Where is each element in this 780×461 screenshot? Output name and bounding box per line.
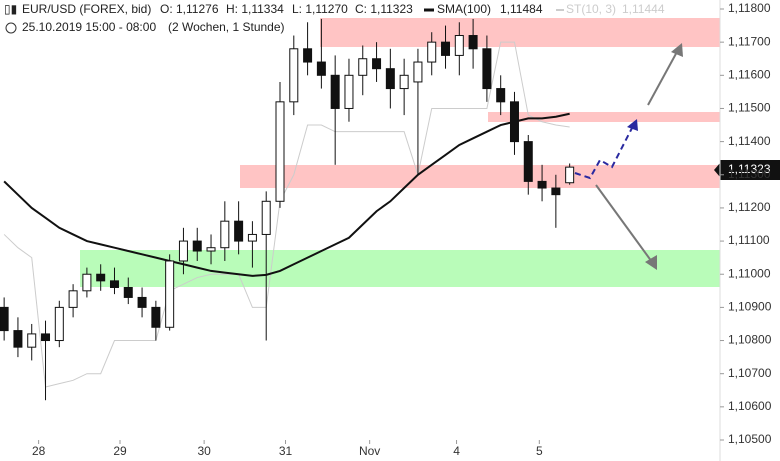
- forecast-arrows: [574, 43, 683, 270]
- resistance-zone: [240, 165, 720, 188]
- candle-body: [482, 48, 492, 90]
- candle-body: [206, 247, 216, 252]
- sma-legend: SMA(100): [437, 2, 491, 16]
- period: 25.10.2019 15:00 - 08:00: [22, 20, 156, 34]
- header: ▯▮ EUR/USD (FOREX, bid) O: 1,11276 H: 1,…: [4, 2, 665, 34]
- close-label: C: 1,11323: [355, 2, 413, 16]
- candle-body: [13, 330, 23, 348]
- y-tick-label: 1,11100: [728, 233, 770, 247]
- y-tick-label: 1,11000: [728, 266, 771, 280]
- y-tick-label: 1,11800: [728, 1, 771, 15]
- y-tick-label: 1,10700: [728, 366, 772, 380]
- candle-body: [165, 260, 175, 328]
- candle-body: [565, 166, 575, 184]
- x-tick-label: Nov: [359, 444, 380, 458]
- y-tick-label: 1,11600: [728, 67, 771, 81]
- y-tick-label: 1,11500: [728, 101, 771, 115]
- candle-body: [192, 240, 202, 252]
- arrow-dashed: [574, 127, 633, 180]
- y-tick-label: 1,10800: [728, 333, 772, 347]
- candle-body: [316, 61, 326, 76]
- candle-body: [123, 286, 133, 298]
- candle-body: [234, 220, 244, 242]
- candle-body: [151, 306, 161, 328]
- candle-body: [178, 240, 188, 262]
- high-label: H: 1,11334: [226, 2, 284, 16]
- candle-body: [523, 141, 533, 182]
- candle-body: [551, 187, 561, 196]
- candle-body: [275, 101, 285, 202]
- x-tick-label: 28: [32, 444, 46, 458]
- candle-body: [109, 280, 119, 288]
- candle-body: [537, 180, 547, 189]
- support-zone: [80, 250, 720, 287]
- candle-body: [468, 35, 478, 50]
- y-tick-label: 1,10900: [728, 300, 772, 314]
- resistance-zone: [320, 18, 720, 47]
- x-tick-label: 4: [453, 444, 460, 458]
- indicator-line: [3, 41, 570, 388]
- candle-body: [427, 41, 437, 63]
- arrow-down: [595, 184, 653, 263]
- candle-body: [441, 41, 451, 56]
- low-label: L: 1,11270: [292, 2, 348, 16]
- candle-body: [496, 88, 506, 103]
- resistance-zone: [488, 112, 720, 122]
- candle-body: [358, 58, 368, 76]
- candle-body: [96, 273, 106, 282]
- candle-body: [137, 296, 147, 308]
- arrow-up: [647, 49, 679, 106]
- arrow-head: [645, 255, 657, 270]
- y-tick-label: 1,11700: [728, 34, 771, 48]
- candle-body: [261, 200, 271, 235]
- chart-icon: ▯▮: [4, 2, 17, 16]
- clock-icon: [5, 22, 17, 34]
- y-tick-label: 1,11400: [728, 134, 771, 148]
- arrow-head: [627, 119, 638, 131]
- y-tick-label: 1,11200: [728, 200, 771, 214]
- candle-body: [413, 61, 423, 83]
- x-tick-label: 29: [113, 444, 127, 458]
- candle-body: [82, 273, 92, 292]
- sma-value: 1,11484: [500, 2, 543, 16]
- symbol: EUR/USD (FOREX, bid): [22, 2, 151, 16]
- candle-body: [41, 333, 51, 342]
- badge-pointer: [714, 163, 720, 177]
- candle-body: [220, 220, 230, 249]
- candle-body: [289, 48, 299, 103]
- candle-body: [454, 35, 464, 56]
- candle-body: [399, 74, 409, 90]
- indicator-line: [3, 112, 570, 277]
- open-label: O: 1,11276: [160, 2, 219, 16]
- arrow-head: [671, 43, 683, 57]
- candle-body: [509, 101, 519, 143]
- candle-body: [0, 306, 9, 332]
- x-tick-label: 5: [536, 444, 543, 458]
- y-tick-label: 1,11300: [728, 167, 771, 181]
- range: (2 Wochen, 1 Stunde): [168, 20, 285, 34]
- st-legend: ST(10, 3): [566, 2, 616, 16]
- candle-body: [303, 48, 313, 63]
- x-tick-label: 30: [197, 444, 211, 458]
- st-value: 1,11444: [622, 2, 665, 16]
- x-tick-label: 31: [279, 444, 293, 458]
- last-price-label: 1,11323: [728, 162, 771, 176]
- y-tick-label: 1,10600: [728, 399, 772, 413]
- candle-body: [330, 74, 340, 109]
- candle-body: [385, 68, 395, 90]
- candle-body: [68, 290, 78, 308]
- last-price-badge: [720, 160, 780, 180]
- candle-body: [247, 233, 257, 242]
- candle-body: [372, 58, 382, 70]
- candle-body: [54, 306, 64, 342]
- candle-body: [344, 74, 354, 109]
- candle-body: [27, 333, 37, 348]
- plot-area: [0, 18, 575, 401]
- y-tick-label: 1,10500: [728, 432, 772, 446]
